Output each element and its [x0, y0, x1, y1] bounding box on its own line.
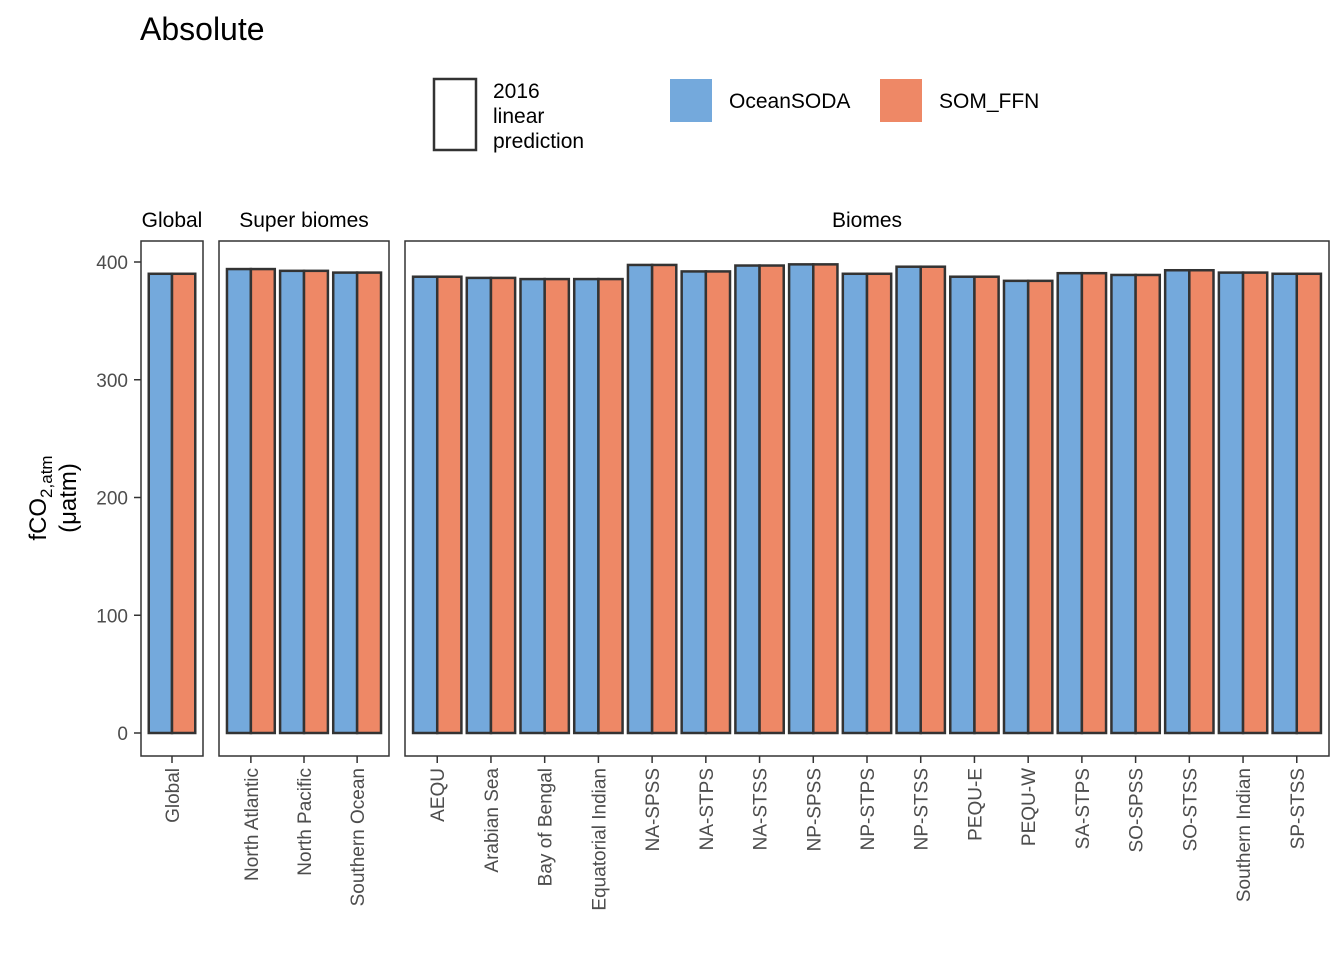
- x-tick-label: AEQU: [428, 768, 449, 822]
- bar-oceansoda: [895, 265, 922, 735]
- y-tick-label: 400: [96, 253, 128, 274]
- bar-oceansoda: [1217, 271, 1245, 735]
- x-tick-label: Global: [163, 768, 184, 823]
- x-tick-label: NA-STSS: [751, 768, 772, 850]
- bar-som-ffn: [973, 275, 1000, 735]
- bar-som-ffn: [919, 265, 947, 735]
- bar-oceansoda: [1163, 268, 1191, 735]
- x-tick-label: Bay of Bengal: [536, 768, 557, 886]
- legend-label-som-ffn: SOM_FFN: [939, 90, 1039, 113]
- y-axis-title: fCO2,atm (μatm): [25, 455, 82, 540]
- y-axis-title-main: fCO2,atm: [25, 455, 56, 540]
- x-tick-label: NA-SPSS: [643, 768, 664, 851]
- bar-som-ffn: [597, 277, 624, 735]
- x-tick-label: NP-STSS: [912, 768, 933, 850]
- bar-oceansoda: [1271, 272, 1299, 735]
- panel-strip-label: Biomes: [832, 209, 902, 232]
- x-tick-label: NP-SPSS: [804, 768, 825, 851]
- bar-som-ffn: [170, 272, 197, 735]
- bar-som-ffn: [1241, 271, 1269, 735]
- bar-oceansoda: [1002, 279, 1030, 735]
- panel-super-biomes: Super biomes North Atlantic North Pacific S…: [218, 209, 390, 906]
- bar-oceansoda: [841, 272, 869, 735]
- panel-strip-label: Global: [142, 209, 203, 232]
- x-tick-label: PEQU-E: [965, 768, 986, 841]
- panel-biomes: Biomes AEQU Arabian Sea Bay of Bengal Equato…: [404, 209, 1330, 911]
- x-tick-label: North Atlantic: [242, 768, 263, 881]
- bar-som-ffn: [435, 275, 463, 735]
- y-axis-title-unit: (μatm): [55, 463, 82, 533]
- x-tick-label: SA-STPS: [1073, 768, 1094, 849]
- bar-som-ffn: [543, 277, 571, 735]
- bar-oceansoda: [949, 275, 976, 735]
- bar-som-ffn: [489, 276, 517, 735]
- bar-oceansoda: [680, 270, 708, 735]
- y-tick-label: 300: [96, 371, 128, 392]
- x-tick-label: SO-SPSS: [1127, 768, 1148, 852]
- x-tick-label: NP-STPS: [858, 768, 879, 850]
- legend-outline-label-line: 2016: [493, 80, 540, 103]
- panel-strip-label: Super biomes: [239, 209, 369, 232]
- bar-som-ffn: [758, 264, 785, 735]
- legend-outline-key: [432, 77, 478, 152]
- legend-key-som-ffn: [880, 79, 922, 122]
- bar-oceansoda: [1110, 273, 1137, 735]
- legend-key-oceansoda: [670, 79, 712, 122]
- x-tick-label: NA-STPS: [697, 768, 718, 850]
- x-tick-label: Southern Ocean: [348, 768, 369, 906]
- x-tick-label: SP-STSS: [1288, 768, 1309, 849]
- chart-title: Absolute: [140, 11, 265, 47]
- bar-oceansoda: [278, 269, 306, 735]
- bar-som-ffn: [1295, 272, 1323, 735]
- bar-oceansoda: [734, 264, 761, 735]
- x-tick-label: Arabian Sea: [482, 768, 503, 873]
- bar-som-ffn: [249, 267, 277, 735]
- y-tick-label: 100: [96, 606, 128, 627]
- legend-outline-label: 2016 linear prediction: [493, 80, 584, 153]
- bar-oceansoda: [572, 277, 600, 735]
- bar-oceansoda: [225, 267, 253, 735]
- bar-oceansoda: [147, 272, 174, 735]
- x-tick-label: PEQU-W: [1019, 768, 1040, 846]
- y-tick-label: 0: [117, 724, 128, 745]
- bar-oceansoda: [331, 271, 359, 735]
- x-tick-label: North Pacific: [295, 768, 316, 876]
- bar-som-ffn: [1080, 271, 1108, 735]
- bar-som-ffn: [355, 271, 383, 735]
- legend-label-oceansoda: OceanSODA: [729, 90, 850, 113]
- bar-oceansoda: [519, 277, 546, 735]
- bar-som-ffn: [812, 263, 839, 735]
- bar-som-ffn: [1134, 273, 1162, 735]
- x-tick-label: Southern Indian: [1234, 768, 1255, 902]
- bar-som-ffn: [650, 263, 678, 735]
- legend: 2016 linear prediction OceanSODA SOM_FFN: [432, 77, 1039, 153]
- bar-oceansoda: [787, 263, 815, 735]
- bar-oceansoda: [1056, 271, 1084, 735]
- x-tick-label: SO-STSS: [1180, 768, 1201, 851]
- bar-oceansoda: [411, 275, 439, 735]
- legend-outline-label-line: prediction: [493, 130, 584, 153]
- bar-som-ffn: [704, 270, 732, 735]
- panel-global: Global Global: [140, 209, 204, 823]
- bar-som-ffn: [302, 269, 330, 735]
- bar-oceansoda: [465, 276, 493, 735]
- bar-som-ffn: [1026, 279, 1054, 735]
- bar-oceansoda: [626, 263, 654, 735]
- bar-som-ffn: [1188, 268, 1215, 735]
- x-tick-label: Equatorial Indian: [589, 768, 610, 911]
- legend-outline-label-line: linear: [493, 105, 544, 128]
- bar-som-ffn: [865, 272, 893, 735]
- y-tick-label: 200: [96, 489, 128, 510]
